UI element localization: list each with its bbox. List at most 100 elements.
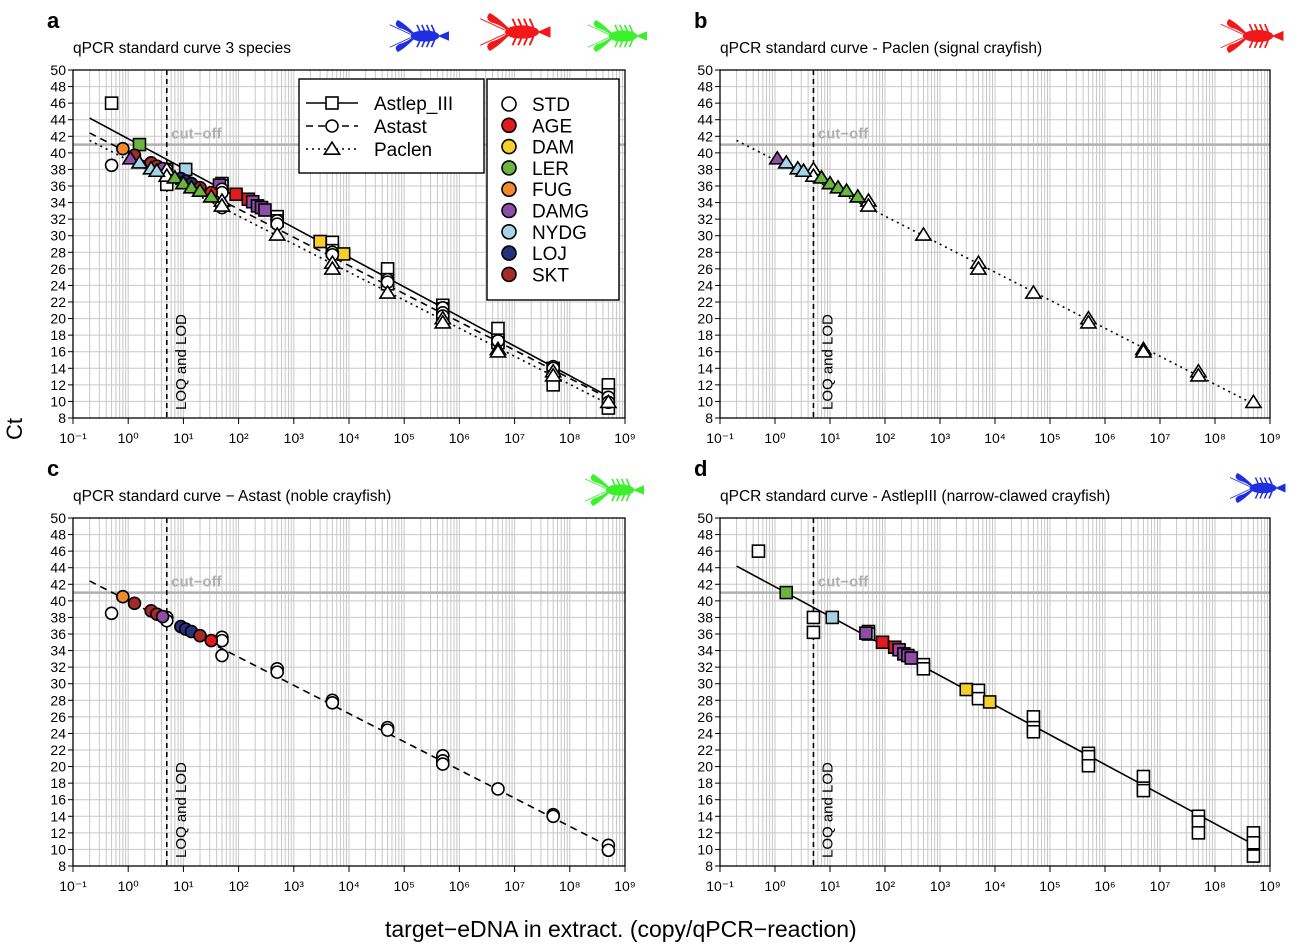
- x-tick-label: 10⁰: [118, 878, 140, 894]
- legend-label: LER: [532, 159, 569, 180]
- y-tick-label: 38: [697, 609, 713, 625]
- x-tick-label: 10⁻¹: [59, 878, 87, 894]
- crayfish-leg: [628, 39, 634, 48]
- data-point: [193, 628, 207, 643]
- crayfish-body: [608, 30, 638, 42]
- x-tick-label: 10⁸: [1204, 878, 1226, 894]
- y-tick-label: 24: [697, 725, 713, 741]
- x-tick-label: 10⁵: [394, 878, 415, 894]
- y-tick-label: 26: [50, 261, 66, 277]
- crayfish-tail: [537, 26, 551, 38]
- crayfish-claw-upper: [1226, 19, 1247, 35]
- x-tick-label: 10⁹: [614, 878, 636, 894]
- panel-letter: d: [694, 456, 707, 481]
- legend-label: SKT: [532, 265, 569, 286]
- legend-label: Paclen: [374, 140, 432, 161]
- data-point: [491, 782, 505, 796]
- x-tick-label: 10⁻¹: [59, 430, 87, 446]
- crayfish-antenna: [480, 18, 506, 31]
- y-tick-label: 24: [50, 725, 66, 741]
- data-point: [779, 585, 794, 600]
- y-tick-label: 26: [697, 261, 713, 277]
- loq-lod-label: LOQ and LOD: [819, 762, 836, 858]
- crayfish-antenna: [584, 491, 606, 502]
- crayfish-leg: [616, 493, 621, 502]
- crayfish-tail: [635, 31, 647, 41]
- crayfish-leg: [614, 39, 619, 48]
- y-tick-label: 22: [50, 294, 66, 310]
- data-point: [104, 606, 119, 621]
- crayfish-blue-icon: [1229, 473, 1286, 503]
- crayfish-leg: [1258, 39, 1264, 49]
- y-tick-label: 36: [697, 178, 713, 194]
- cutoff-label: cut−off: [818, 126, 869, 143]
- y-tick-label: 30: [697, 676, 713, 692]
- legend-swatch: [501, 181, 517, 197]
- y-tick-label: 12: [697, 377, 713, 393]
- y-tick-label: 40: [697, 593, 713, 609]
- x-tick-label: 10⁶: [1094, 430, 1115, 446]
- y-tick-label: 20: [50, 759, 66, 775]
- grid: [719, 69, 1270, 419]
- legend-label: FUG: [532, 180, 572, 201]
- x-tick-label: 10²: [228, 878, 249, 894]
- y-tick-label: 16: [697, 792, 713, 808]
- data-point: [229, 187, 243, 202]
- panel-letter: b: [694, 8, 707, 33]
- x-tick-label: 10⁸: [559, 878, 581, 894]
- loq-lod-label: LOQ and LOD: [173, 314, 190, 410]
- y-tick-label: 42: [697, 128, 713, 144]
- x-tick-label: 10⁵: [1039, 878, 1060, 894]
- crayfish-blue-icon: [389, 20, 449, 52]
- crayfish-leg: [611, 478, 616, 487]
- x-tick-label: 10⁹: [1259, 878, 1281, 894]
- crayfish-green-icon: [584, 474, 644, 506]
- crayfish-leg: [619, 39, 624, 48]
- y-tick-label: 22: [697, 294, 713, 310]
- data-point: [546, 809, 560, 824]
- crayfish-leg: [619, 24, 624, 33]
- y-tick-label: 36: [697, 626, 713, 642]
- y-tick-label: 48: [50, 527, 66, 543]
- x-tick-label: 10¹: [820, 878, 841, 894]
- y-tick-label: 14: [50, 808, 66, 824]
- data-point: [768, 150, 787, 165]
- x-tick-label: 10⁻¹: [706, 878, 734, 894]
- legend-label: LOJ: [532, 244, 567, 265]
- data-point: [268, 226, 287, 241]
- data-point: [212, 197, 232, 212]
- legend-label: AGE: [532, 116, 572, 137]
- y-tick-label: 26: [697, 709, 713, 725]
- data-point: [174, 175, 193, 190]
- data-point: [751, 544, 766, 558]
- crayfish-leg: [1264, 23, 1269, 33]
- x-tick-label: 10³: [930, 430, 951, 446]
- y-tick-label: 14: [697, 808, 713, 824]
- y-tick-label: 24: [50, 277, 66, 293]
- legend-label: STD: [532, 95, 570, 116]
- crayfish-leg: [1259, 491, 1264, 499]
- crayfish-leg: [517, 18, 523, 28]
- x-tick-label: 10⁴: [984, 878, 1006, 894]
- y-tick-label: 32: [697, 659, 713, 675]
- crayfish-claw-upper: [1235, 473, 1253, 487]
- y-tick-label: 10: [697, 393, 713, 409]
- x-axis-label: target−eDNA in extract. (copy/qPCR−react…: [385, 916, 857, 942]
- data-point: [1246, 835, 1261, 850]
- data-point: [959, 682, 974, 697]
- crayfish-leg: [623, 39, 629, 48]
- crayfish-leg: [1263, 477, 1269, 485]
- crayfish-claw-lower: [593, 37, 612, 52]
- x-tick-label: 10²: [875, 430, 896, 446]
- y-tick-label: 12: [50, 377, 66, 393]
- x-tick-label: 10³: [284, 430, 305, 446]
- x-tick-label: 10⁵: [1039, 430, 1060, 446]
- data-point: [433, 314, 452, 329]
- crayfish-antenna: [389, 24, 411, 35]
- x-tick-label: 10⁷: [504, 878, 525, 894]
- data-point: [204, 633, 219, 648]
- data-point: [1079, 314, 1098, 329]
- data-point: [806, 610, 821, 625]
- data-point: [599, 393, 618, 409]
